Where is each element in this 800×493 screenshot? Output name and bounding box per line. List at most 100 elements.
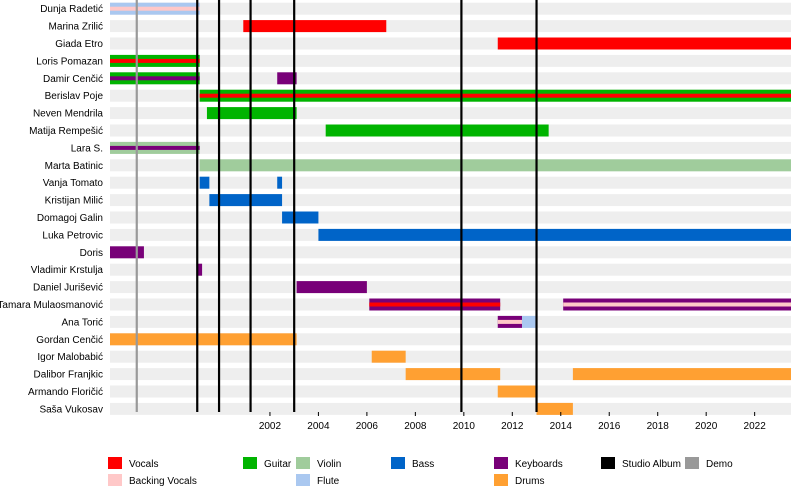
- bar-armando-floricic-drums: [497, 385, 537, 398]
- legend-swatch-bass: [391, 457, 405, 469]
- bar-doris-keyboards: [110, 246, 144, 259]
- legend-swatch-guitar: [243, 457, 257, 469]
- tick-label-2010: 2010: [453, 421, 476, 432]
- bar-lara-s-keyboards-stripe: [110, 145, 200, 150]
- legend-label-flute: Flute: [317, 476, 340, 487]
- bar-dunja-radetic-backing-stripe: [110, 6, 200, 11]
- bar-damir-cencic-keyboards: [277, 72, 297, 85]
- bar-vladimir-krstulja-keyboards: [197, 263, 203, 276]
- bar-igor-malobabic-drums: [371, 350, 406, 363]
- member-name-luka-petrovic: Luka Petrovic: [42, 230, 103, 241]
- member-name-dunja-radetic: Dunja Radetić: [40, 4, 103, 15]
- bar-domagoj-galin-bass: [282, 211, 319, 224]
- x-axis-ticks: 2002 2004 2006 2008 2010 2012 2014 2016 2018 2020…: [259, 412, 766, 432]
- tick-label-2020: 2020: [695, 421, 718, 432]
- demo-line-1: [135, 0, 138, 412]
- bar-vanja-tomato-bass: [277, 176, 283, 189]
- legend-swatch-drums: [494, 474, 508, 486]
- bar-vanja-tomato-bass: [199, 176, 210, 189]
- bar-kristijan-milic-bass: [209, 194, 283, 207]
- row-band-damir-cencic: [110, 72, 791, 85]
- legend-label-bass: Bass: [412, 459, 434, 470]
- event-lines: [135, 0, 538, 412]
- legend-swatch-demo: [685, 457, 699, 469]
- bar-damir-cencic-keyboards-stripe: [110, 76, 200, 81]
- member-name-doris: Doris: [80, 248, 103, 259]
- bar-luka-petrovic-bass: [318, 228, 791, 241]
- legend-label-vocals: Vocals: [129, 459, 158, 470]
- tick-label-2004: 2004: [307, 421, 330, 432]
- member-name-ana-toric: Ana Torić: [61, 317, 103, 328]
- row-band-igor-malobabic: [110, 350, 791, 363]
- bar-tamara-mulaosmanovic-vocals-stripe: [369, 302, 501, 307]
- bar-loris-pomazan-vocals-stripe: [110, 58, 200, 63]
- row-band-vanja-tomato: [110, 176, 791, 189]
- member-name-gordan-cencic: Gordan Cenčić: [36, 335, 103, 346]
- studio-album-line-6: [535, 0, 538, 412]
- row-band-marina-zrilic: [110, 20, 791, 33]
- tick-label-2022: 2022: [744, 421, 767, 432]
- bar-dalibor-franjkic-drums: [405, 368, 501, 381]
- row-band-doris: [110, 246, 791, 259]
- member-name-domagoj-galin: Domagoj Galin: [37, 213, 103, 224]
- legend: Vocals Backing Vocals Guitar Violin Flute Bas…: [108, 457, 733, 487]
- tick-label-2006: 2006: [356, 421, 379, 432]
- studio-album-line-4: [293, 0, 296, 412]
- tick-label-2012: 2012: [501, 421, 524, 432]
- tick-label-2014: 2014: [550, 421, 573, 432]
- legend-swatch-flute: [296, 474, 310, 486]
- bar-tamara-mulaosmanovic-backing-stripe: [563, 302, 791, 307]
- legend-label-guitar: Guitar: [264, 459, 292, 470]
- row-band-lara-s: [110, 141, 791, 154]
- row-band-dunja-radetic: [110, 2, 791, 15]
- studio-album-line-1: [196, 0, 199, 412]
- bar-sasa-vukosav-drums: [536, 402, 573, 415]
- row-backgrounds: [110, 2, 791, 415]
- bar-marta-batinic-violin: [199, 159, 791, 172]
- tick-label-2016: 2016: [598, 421, 621, 432]
- member-names: Dunja Radetić Marina Zrilić Giada Etro Lori…: [0, 4, 103, 415]
- bar-matija-rempesic-guitar: [325, 124, 549, 137]
- member-name-giada-etro: Giada Etro: [55, 39, 103, 50]
- member-name-matija-rempesic: Matija Rempešić: [29, 126, 103, 137]
- row-band-loris-pomazan: [110, 54, 791, 67]
- member-name-armando-floricic: Armando Floričić: [28, 387, 103, 398]
- tick-label-2018: 2018: [647, 421, 670, 432]
- legend-swatch-album: [601, 457, 615, 469]
- member-name-lara-s: Lara S.: [71, 143, 103, 154]
- legend-swatch-vocals: [108, 457, 122, 469]
- tick-label-2008: 2008: [404, 421, 427, 432]
- legend-label-backing: Backing Vocals: [129, 476, 197, 487]
- bar-giada-etro-vocals: [497, 37, 791, 50]
- legend-swatch-backing: [108, 474, 122, 486]
- member-name-marta-batinic: Marta Batinic: [45, 161, 103, 172]
- bar-dalibor-franjkic-drums: [572, 368, 791, 381]
- legend-label-drums: Drums: [515, 476, 544, 487]
- legend-label-album: Studio Album: [622, 459, 681, 470]
- bar-daniel-jurisevic-keyboards: [296, 281, 367, 294]
- member-bars: [110, 2, 791, 415]
- studio-album-line-5: [460, 0, 463, 412]
- bar-neven-mendrila-guitar: [206, 107, 297, 120]
- bar-marina-zrilic-vocals: [243, 20, 387, 33]
- studio-album-line-2: [217, 0, 221, 412]
- row-band-vladimir-krstulja: [110, 263, 791, 276]
- member-name-berislav-poje: Berislav Poje: [45, 91, 104, 102]
- member-name-dalibor-franjkic: Dalibor Franjkic: [34, 370, 103, 381]
- member-name-damir-cencic: Damir Cenčić: [43, 74, 103, 85]
- row-band-armando-floricic: [110, 385, 791, 398]
- member-name-marina-zrilic: Marina Zrilić: [49, 22, 103, 33]
- legend-label-demo: Demo: [706, 459, 733, 470]
- tick-label-2002: 2002: [259, 421, 282, 432]
- bar-gordan-cencic-drums: [110, 333, 297, 346]
- row-band-ana-toric: [110, 315, 791, 328]
- legend-swatch-keyboards: [494, 457, 508, 469]
- member-name-daniel-jurisevic: Daniel Jurišević: [33, 283, 103, 294]
- member-name-loris-pomazan: Loris Pomazan: [36, 56, 103, 67]
- bar-ana-toric-backing-stripe: [497, 319, 522, 324]
- row-band-sasa-vukosav: [110, 402, 791, 415]
- member-name-igor-malobabic: Igor Malobabić: [37, 352, 103, 363]
- bar-berislav-poje-vocals-stripe: [199, 93, 791, 98]
- legend-swatch-violin: [296, 457, 310, 469]
